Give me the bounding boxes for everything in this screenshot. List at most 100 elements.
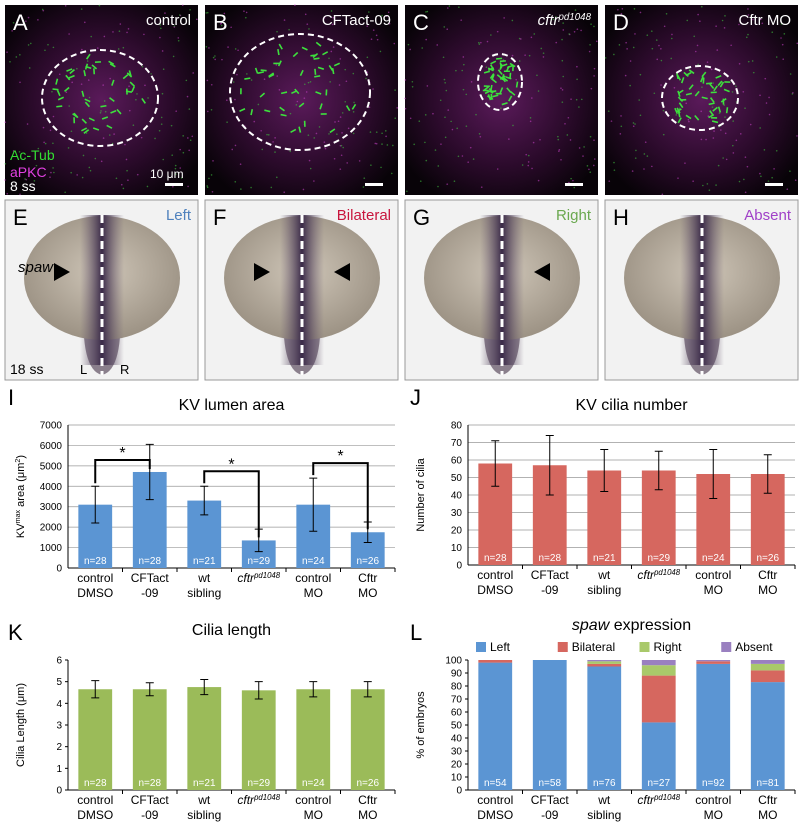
y-tick-label: 60 bbox=[451, 708, 463, 719]
speckle bbox=[179, 167, 182, 169]
speckle bbox=[566, 134, 569, 136]
x-tick-label: Cftr bbox=[758, 568, 777, 582]
cilium bbox=[91, 64, 98, 70]
speckle bbox=[496, 30, 499, 33]
speckle bbox=[763, 149, 766, 151]
speckle bbox=[500, 107, 502, 109]
speckle bbox=[178, 14, 181, 16]
speckle bbox=[562, 29, 565, 31]
speckle bbox=[289, 112, 292, 115]
speckle bbox=[86, 60, 89, 62]
error-bar bbox=[254, 681, 263, 700]
speckle bbox=[33, 180, 36, 182]
bar-segment bbox=[641, 665, 676, 676]
x-tick-label: Cftr bbox=[358, 793, 377, 807]
text-part: ) bbox=[15, 455, 27, 459]
y-tick-label: 1000 bbox=[40, 543, 63, 554]
speckle bbox=[592, 164, 595, 167]
panel-letter: C bbox=[413, 10, 429, 35]
speckle bbox=[561, 38, 563, 41]
cilium bbox=[501, 63, 508, 67]
speckle bbox=[434, 149, 437, 151]
error-bar bbox=[654, 450, 663, 491]
y-tick-label: 20 bbox=[451, 526, 463, 537]
speckle bbox=[80, 83, 83, 85]
speckle bbox=[451, 128, 454, 131]
speckle bbox=[530, 36, 533, 39]
bar-segment bbox=[696, 661, 731, 664]
speckle bbox=[267, 134, 270, 136]
y-tick-label: 80 bbox=[451, 421, 463, 432]
y-tick-label: 70 bbox=[451, 695, 463, 706]
speckle bbox=[366, 25, 369, 28]
bar bbox=[187, 687, 222, 790]
speckle bbox=[330, 10, 333, 12]
cilium bbox=[298, 126, 302, 133]
speckle bbox=[632, 125, 635, 128]
speckle bbox=[540, 47, 543, 50]
speckle bbox=[332, 46, 335, 48]
cilium bbox=[701, 96, 708, 100]
panel-letter: D bbox=[613, 10, 629, 35]
cilium bbox=[69, 69, 75, 75]
speckle bbox=[759, 172, 761, 175]
speckle bbox=[12, 21, 15, 24]
embryo-panel: H Absent bbox=[604, 199, 799, 381]
n-label: n=24 bbox=[302, 556, 325, 567]
speckle bbox=[608, 180, 611, 182]
speckle bbox=[305, 91, 308, 93]
bar-segment bbox=[641, 722, 676, 790]
speckle bbox=[372, 29, 375, 31]
speckle bbox=[154, 137, 156, 140]
speckle bbox=[574, 9, 577, 11]
cilium bbox=[333, 62, 341, 67]
x-tick-label: MO bbox=[758, 583, 777, 597]
speckle bbox=[103, 100, 106, 102]
speckle bbox=[315, 132, 318, 135]
speckle bbox=[329, 81, 331, 83]
speckle bbox=[375, 142, 378, 145]
speckle bbox=[296, 100, 299, 103]
speckle bbox=[722, 157, 724, 159]
speckle bbox=[309, 81, 312, 83]
speckle bbox=[573, 30, 576, 33]
speckle bbox=[4, 179, 6, 181]
speckle bbox=[542, 52, 545, 54]
speckle bbox=[747, 14, 750, 16]
speckle bbox=[99, 112, 102, 114]
speckle bbox=[52, 115, 55, 118]
speckle bbox=[568, 33, 570, 35]
speckle bbox=[223, 12, 226, 15]
speckle bbox=[6, 192, 9, 195]
speckle bbox=[208, 177, 210, 180]
speckle bbox=[125, 158, 128, 161]
speckle bbox=[246, 73, 248, 75]
n-label: n=24 bbox=[302, 778, 325, 789]
cilium bbox=[678, 102, 684, 109]
cilium bbox=[109, 63, 116, 68]
speckle bbox=[206, 186, 209, 189]
speckle bbox=[64, 191, 66, 194]
speckle bbox=[620, 115, 622, 117]
speckle bbox=[692, 180, 694, 183]
cilium bbox=[277, 60, 282, 67]
speckle bbox=[81, 48, 83, 51]
cilium bbox=[64, 86, 70, 93]
speckle bbox=[707, 115, 710, 117]
panel-letter: J bbox=[410, 385, 421, 410]
speckle bbox=[274, 137, 276, 139]
speckle bbox=[508, 138, 510, 140]
y-tick-label: 40 bbox=[451, 491, 463, 502]
speckle bbox=[240, 188, 242, 190]
y-tick-label: 50 bbox=[451, 473, 463, 484]
speckle bbox=[375, 34, 378, 37]
significance-label: * bbox=[119, 445, 125, 462]
speckle bbox=[537, 90, 540, 92]
cilium bbox=[259, 92, 266, 98]
arrowhead bbox=[334, 263, 350, 281]
x-tick-label: Cftr bbox=[358, 571, 377, 585]
speckle bbox=[761, 22, 764, 25]
speckle bbox=[624, 74, 627, 77]
cilium bbox=[345, 105, 351, 112]
speckle bbox=[478, 43, 481, 45]
